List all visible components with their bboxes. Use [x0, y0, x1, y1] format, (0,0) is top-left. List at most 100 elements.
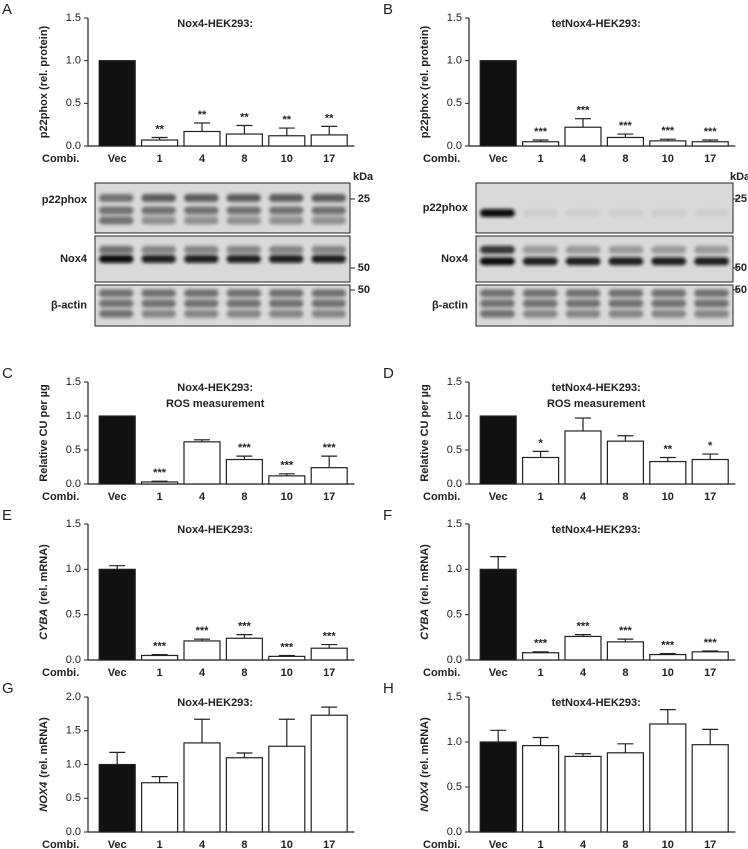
- blot-band: [141, 245, 176, 254]
- bar: [183, 640, 221, 661]
- x-tick-label: 8: [241, 839, 247, 849]
- chart-title: Nox4-HEK293:: [177, 524, 253, 536]
- blot-band: [184, 299, 219, 308]
- significance-label: ***: [661, 640, 675, 652]
- x-tick-label: 8: [622, 153, 628, 165]
- blot-marker: 50: [735, 284, 747, 296]
- x-tick-label: 4: [580, 667, 587, 679]
- blot-band: [141, 206, 176, 215]
- x-tick-label: 10: [662, 153, 674, 165]
- x-tick-label: 10: [281, 491, 293, 503]
- y-axis-label-gene: NOX4: [419, 782, 431, 812]
- blot-row-label: Nox4: [60, 253, 88, 265]
- blot-row-label: p22phox: [42, 194, 88, 206]
- x-tick-label: 8: [241, 667, 247, 679]
- blot-band: [694, 309, 729, 318]
- y-axis-label-gene: CYBA: [419, 609, 431, 640]
- blot-band: [141, 194, 176, 202]
- bar: [521, 456, 560, 485]
- y-axis-label-text: (rel. mRNA): [419, 717, 431, 778]
- y-tick-label: 0.0: [447, 654, 462, 666]
- chart-title: tetNox4-HEK293:: [552, 18, 641, 30]
- x-tick-label: 1: [538, 491, 544, 503]
- significance-label: ***: [280, 641, 294, 653]
- bar: [564, 430, 602, 485]
- blot-band: [480, 257, 515, 266]
- blot-band: [522, 289, 558, 298]
- significance-label: ***: [619, 120, 633, 132]
- chart-title: Nox4-HEK293:: [177, 697, 253, 709]
- blot-panel: [475, 182, 734, 234]
- blot-band: [99, 216, 134, 225]
- blot-band: [99, 309, 134, 318]
- x-tick-label: 10: [662, 491, 674, 503]
- bar: [479, 568, 517, 661]
- x-tick-label: 1: [157, 667, 163, 679]
- blot-band: [141, 309, 176, 318]
- bar: [649, 723, 687, 833]
- x-tick-label: 1: [538, 839, 544, 849]
- x-tick-label: Vec: [489, 667, 508, 679]
- blot-band: [311, 255, 346, 263]
- blot-band: [226, 289, 261, 298]
- y-tick-label: 1.0: [66, 55, 81, 67]
- bar: [649, 653, 687, 661]
- y-tick-label: 1.5: [447, 691, 462, 703]
- blot-band: [694, 299, 729, 308]
- chart-title: tetNox4-HEK293:: [552, 697, 641, 709]
- blot-band: [608, 257, 644, 266]
- y-tick-label: 1.0: [66, 563, 81, 575]
- bar: [691, 141, 729, 147]
- x-tick-label: Vec: [108, 491, 127, 503]
- y-axis-label-text: Relative CU per µg: [419, 384, 431, 481]
- x-tick-label: 17: [704, 839, 716, 849]
- bar: [225, 133, 263, 147]
- blot-band: [480, 209, 515, 217]
- x-tick-label: 8: [241, 153, 247, 165]
- x-axis-label: Combi.: [42, 667, 79, 679]
- panel-label: C: [2, 365, 13, 382]
- y-tick-label: 1.0: [447, 563, 462, 575]
- y-tick-label: 0.5: [66, 792, 81, 804]
- x-tick-label: 10: [281, 667, 293, 679]
- significance-label: **: [155, 123, 164, 135]
- blot-band: [184, 309, 219, 318]
- y-tick-label: 0.0: [66, 478, 81, 490]
- blot-band: [651, 299, 687, 308]
- blot-band: [651, 309, 687, 318]
- bar: [649, 460, 687, 485]
- blot-band: [608, 245, 644, 254]
- panel-label: H: [383, 680, 394, 697]
- x-tick-label: 8: [622, 839, 628, 849]
- chart-title: ROS measurement: [166, 398, 265, 410]
- x-axis-label: Combi.: [423, 667, 460, 679]
- y-axis-label-text: Relative CU per µg: [38, 384, 50, 481]
- x-axis-label: Combi.: [42, 491, 79, 503]
- bar: [310, 714, 348, 833]
- significance-label: ***: [323, 442, 337, 454]
- x-tick-label: Vec: [489, 839, 508, 849]
- y-axis-label-text: (rel. mRNA): [38, 717, 50, 778]
- blot-band: [651, 245, 687, 254]
- blot-band: [522, 257, 558, 266]
- blot-band: [694, 209, 729, 217]
- blot-band: [269, 255, 304, 263]
- y-axis-label: p22phox (rel. protein): [419, 25, 431, 138]
- blot-unit: kDa: [730, 171, 748, 183]
- y-tick-label: 0.0: [66, 654, 81, 666]
- x-tick-label: 17: [704, 667, 716, 679]
- x-tick-label: 1: [538, 153, 544, 165]
- y-axis-label: p22phox (rel. protein): [38, 25, 50, 138]
- x-axis-label: Combi.: [423, 491, 460, 503]
- x-tick-label: 1: [157, 153, 163, 165]
- bar: [225, 458, 263, 485]
- blot-band: [269, 245, 304, 254]
- bar: [268, 655, 306, 661]
- bar: [141, 654, 179, 661]
- y-tick-label: 1.5: [447, 518, 462, 530]
- y-axis-label-text: (rel. mRNA): [38, 544, 50, 605]
- blot-band: [565, 309, 601, 318]
- bar: [606, 752, 645, 833]
- x-tick-label: 4: [199, 839, 206, 849]
- panel-label: E: [2, 507, 12, 524]
